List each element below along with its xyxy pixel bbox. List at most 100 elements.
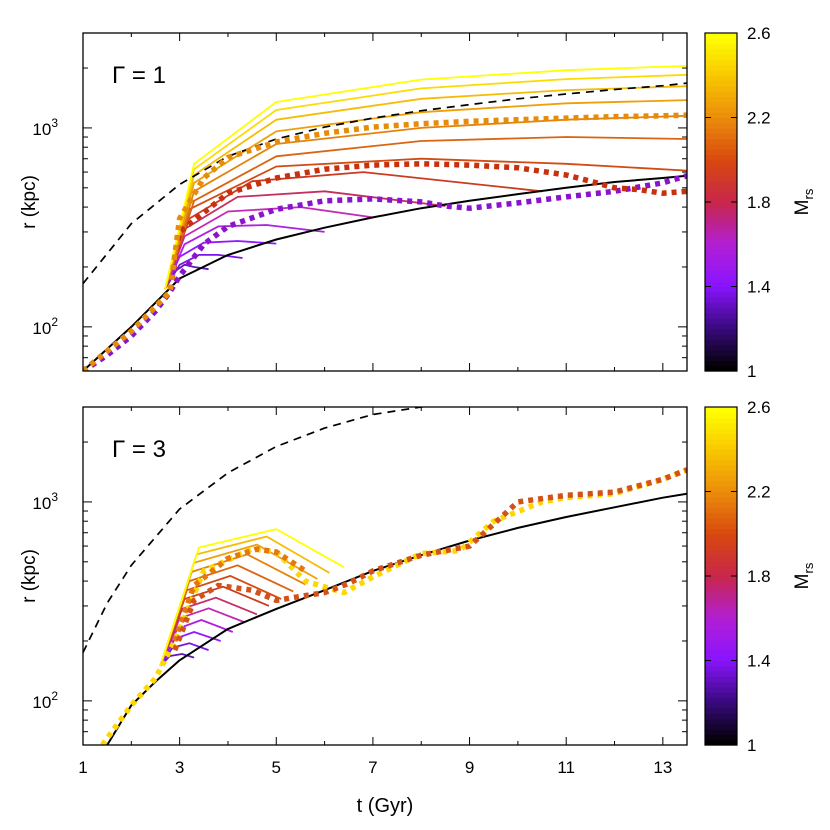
colorbar-band <box>705 417 737 424</box>
colorbar-band <box>705 533 737 540</box>
colorbar-band <box>705 702 737 709</box>
colorbar-band <box>705 43 737 50</box>
colorbar-tick-label: 1 <box>747 362 756 381</box>
series-line <box>159 528 345 667</box>
dotted-series-line <box>172 467 687 652</box>
colorbar-band <box>705 191 737 198</box>
colorbar-band <box>705 223 737 230</box>
colorbar-band <box>705 708 737 714</box>
colorbar-band <box>705 576 737 582</box>
colorbar-band <box>705 101 737 108</box>
colorbar-band <box>705 591 737 598</box>
colorbar-band <box>705 33 737 39</box>
colorbar-band <box>705 297 737 303</box>
colorbar-band <box>705 718 737 725</box>
colorbar-band <box>705 69 737 76</box>
colorbar-band <box>705 48 737 55</box>
colorbar-band <box>705 454 737 461</box>
colorbar-band <box>705 154 737 161</box>
colorbar-band <box>705 655 737 662</box>
colorbar-band <box>705 207 737 214</box>
colorbar-band <box>705 244 737 251</box>
colorbar-band <box>705 428 737 435</box>
panel-label-bottom: Γ = 3 <box>112 436 166 463</box>
colorbar-band <box>705 275 737 282</box>
colorbar-band <box>705 254 737 261</box>
colorbar-band <box>705 355 737 362</box>
x-axis-label: t (Gyr) <box>357 795 414 817</box>
y-tick-labels-bottom: 102 103 <box>32 490 58 712</box>
colorbar-band <box>705 265 737 272</box>
colorbar-band <box>705 523 737 530</box>
series-line <box>164 171 543 290</box>
colorbar-band <box>705 602 737 609</box>
x-tick-label: 5 <box>272 758 281 777</box>
colorbar-band <box>705 360 737 367</box>
x-tick-label: 7 <box>368 758 377 777</box>
x-tick-label: 1 <box>78 758 87 777</box>
colorbar-band <box>705 623 737 630</box>
colorbar-band <box>705 692 737 699</box>
colorbar-band <box>705 443 737 450</box>
colorbar-band <box>705 628 737 635</box>
colorbar-band <box>705 339 737 346</box>
x-tick-label: 3 <box>175 758 184 777</box>
colorbar-band <box>705 281 737 288</box>
colorbar-band <box>705 133 737 140</box>
colorbar-band <box>705 713 737 720</box>
colorbar-band <box>705 106 737 113</box>
colorbar-band <box>705 217 737 224</box>
colorbar-tick-label: 1.8 <box>747 567 771 586</box>
colorbar-band <box>705 286 737 293</box>
colorbar-band <box>705 365 737 372</box>
colorbar-band <box>705 138 737 145</box>
plot-area-top <box>83 65 687 371</box>
colorbar-band <box>705 660 737 667</box>
colorbar-band <box>705 686 737 693</box>
colorbar-band <box>705 270 737 277</box>
colorbar-band <box>705 328 737 335</box>
x-tick-label: 11 <box>557 758 575 777</box>
dotted-series-line <box>100 467 687 745</box>
colorbar-band <box>705 618 737 625</box>
colorbar-ticks-top: 1 1.4 1.8 2.2 2.6 <box>705 24 771 381</box>
colorbar-band <box>705 554 737 561</box>
colorbar-band <box>705 149 737 156</box>
y-axis-label-bottom: r (kpc) <box>19 549 40 603</box>
colorbar-band <box>705 480 737 487</box>
colorbar-band <box>705 91 737 97</box>
colorbar-band <box>705 407 737 413</box>
colorbar-band <box>705 565 737 572</box>
colorbar-tick-label: 1 <box>747 736 756 755</box>
colorbar-band <box>705 612 737 619</box>
dotted-series-line <box>83 161 687 371</box>
colorbar-band <box>705 196 737 203</box>
colorbar-band <box>705 729 737 736</box>
y-tick-label: 103 <box>32 490 58 513</box>
colorbar-band <box>705 644 737 651</box>
colorbar-band <box>705 723 737 730</box>
series-line <box>164 85 687 290</box>
colorbar-band <box>705 649 737 656</box>
colorbar-band <box>705 75 737 82</box>
colorbar-band <box>705 528 737 535</box>
colorbar-band <box>705 560 737 567</box>
colorbar-top: 1 1.4 1.8 2.2 2.6 Mrs <box>704 24 816 381</box>
colorbar-band <box>705 491 737 498</box>
colorbar-band <box>705 412 737 419</box>
series-line <box>164 136 687 290</box>
colorbar-band <box>705 502 737 508</box>
colorbar-band <box>705 323 737 330</box>
colorbar-band <box>705 334 737 340</box>
plot-frame-top <box>82 32 688 372</box>
colorbar-band <box>705 734 737 741</box>
y-axis-label-top: r (kpc) <box>19 175 40 229</box>
y-tick-label: 103 <box>32 116 58 139</box>
colorbar-band <box>705 180 737 187</box>
colorbar-band <box>705 233 737 240</box>
colorbar-label-bottom: Mrs <box>792 562 816 589</box>
colorbar-ticks-bottom: 1 1.4 1.8 2.2 2.6 <box>705 398 771 755</box>
colorbar-band <box>705 344 737 351</box>
colorbar-band <box>705 549 737 556</box>
colorbar-band <box>705 117 737 124</box>
